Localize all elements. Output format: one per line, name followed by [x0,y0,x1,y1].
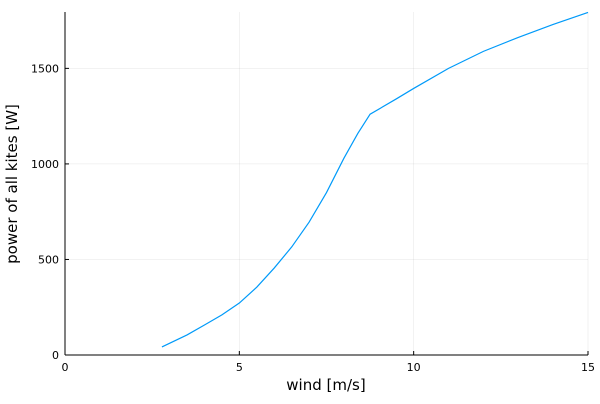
x-axis-label: wind [m/s] [286,376,365,394]
x-tick-label: 5 [236,361,243,374]
x-tick-label: 10 [407,361,421,374]
x-tick-label: 0 [62,361,69,374]
line [161,11,589,348]
y-tick-label: 0 [52,349,59,362]
x-tick-label: 15 [581,361,595,374]
y-tick-label: 1500 [31,62,59,75]
y-tick-label: 500 [38,253,59,266]
y-axis-label: power of all kites [W] [3,104,21,264]
y-tick-label: 1000 [31,158,59,171]
